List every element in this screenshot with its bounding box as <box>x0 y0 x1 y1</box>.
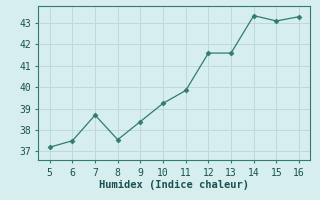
X-axis label: Humidex (Indice chaleur): Humidex (Indice chaleur) <box>100 180 249 190</box>
